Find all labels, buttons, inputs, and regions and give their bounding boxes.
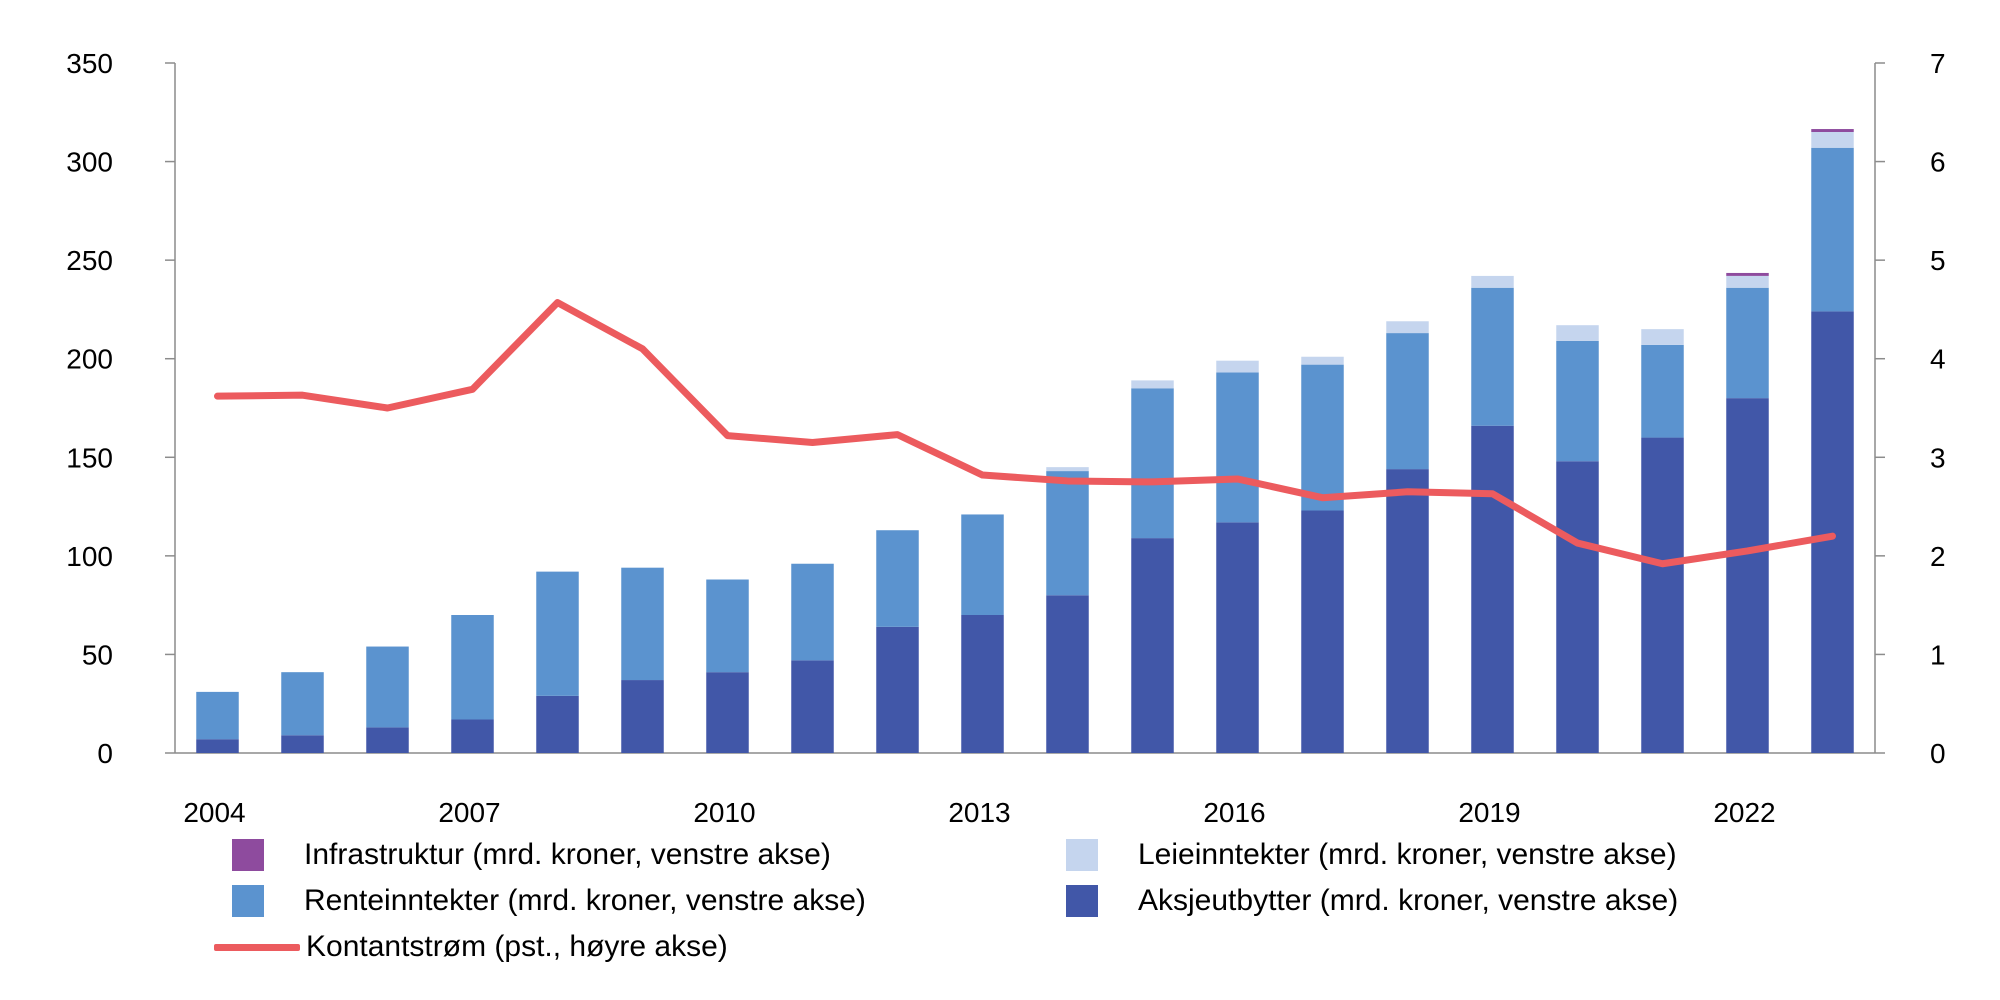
bar-aksjeutbytter-2006 [366,727,409,753]
x-tick-label: 2013 [948,797,1010,828]
bar-aksjeutbytter-2021 [1641,437,1684,753]
bar-renteinntekter-2019 [1471,287,1514,426]
bar-renteinntekter-2014 [1046,471,1089,596]
bar-aksjeutbytter-2011 [791,660,834,753]
bar-renteinntekter-2016 [1216,372,1259,523]
bar-aksjeutbytter-2004 [196,739,239,753]
bar-leieinntekter-2021 [1641,329,1684,345]
x-tick-label: 2004 [183,797,245,828]
bar-aksjeutbytter-2020 [1556,461,1599,753]
y-right-tick-label: 1 [1930,639,1946,670]
y-right-tick-label: 0 [1930,738,1946,769]
x-tick-label: 2022 [1713,797,1775,828]
bar-renteinntekter-2018 [1386,333,1429,470]
bar-renteinntekter-2005 [281,672,324,736]
bar-aksjeutbytter-2016 [1216,522,1259,753]
bar-aksjeutbytter-2013 [961,615,1004,753]
y-left-tick-label: 250 [66,245,113,276]
bar-leieinntekter-2015 [1131,380,1174,389]
bar-renteinntekter-2017 [1301,364,1344,511]
bar-renteinntekter-2008 [536,571,579,696]
bar-renteinntekter-2023 [1811,147,1854,312]
bar-renteinntekter-2012 [876,530,919,627]
x-tick-label: 2019 [1458,797,1520,828]
bar-renteinntekter-2015 [1131,388,1174,539]
line-kontantstrom [214,299,1836,568]
y-left-tick-label: 100 [66,541,113,572]
bar-infrastruktur-2022 [1726,272,1769,276]
bar-renteinntekter-2021 [1641,344,1684,438]
bar-aksjeutbytter-2008 [536,695,579,753]
bar-aksjeutbytter-2018 [1386,469,1429,753]
bar-aksjeutbytter-2022 [1726,398,1769,753]
bar-renteinntekter-2013 [961,514,1004,615]
y-left-tick-label: 350 [66,48,113,79]
bar-aksjeutbytter-2007 [451,719,494,753]
bar-infrastruktur-2023 [1811,129,1854,132]
bar-leieinntekter-2020 [1556,325,1599,341]
bar-aksjeutbytter-2019 [1471,425,1514,753]
y-right-tick-label: 5 [1930,245,1946,276]
bar-aksjeutbytter-2015 [1131,538,1174,753]
y-left-tick-label: 200 [66,344,113,375]
y-right-tick-label: 3 [1930,442,1946,473]
bar-leieinntekter-2016 [1216,360,1259,373]
x-tick-label: 2016 [1203,797,1265,828]
bar-leieinntekter-2014 [1046,467,1089,472]
bar-aksjeutbytter-2023 [1811,311,1854,753]
bar-leieinntekter-2018 [1386,321,1429,334]
y-right-tick-label: 7 [1930,48,1946,79]
bar-aksjeutbytter-2014 [1046,595,1089,753]
bar-leieinntekter-2023 [1811,132,1854,148]
bar-aksjeutbytter-2005 [281,735,324,753]
x-tick-label: 2010 [693,797,755,828]
bar-leieinntekter-2019 [1471,275,1514,288]
bar-leieinntekter-2017 [1301,356,1344,365]
bar-renteinntekter-2010 [706,579,749,673]
y-left-tick-label: 300 [66,147,113,178]
bar-aksjeutbytter-2010 [706,672,749,753]
bar-aksjeutbytter-2012 [876,626,919,753]
y-left-tick-label: 0 [97,738,113,769]
x-tick-label: 2007 [438,797,500,828]
bar-aksjeutbytter-2009 [621,680,664,753]
y-left-tick-label: 50 [82,639,113,670]
bar-renteinntekter-2022 [1726,287,1769,399]
bar-renteinntekter-2006 [366,646,409,728]
y-right-tick-label: 6 [1930,147,1946,178]
y-right-tick-label: 4 [1930,344,1946,375]
bar-renteinntekter-2004 [196,691,239,740]
y-left-tick-label: 150 [66,442,113,473]
bar-leieinntekter-2022 [1726,275,1769,288]
y-right-tick-label: 2 [1930,541,1946,572]
bar-aksjeutbytter-2017 [1301,510,1344,753]
bar-renteinntekter-2020 [1556,340,1599,462]
bar-renteinntekter-2011 [791,563,834,661]
bar-renteinntekter-2009 [621,567,664,681]
bar-renteinntekter-2007 [451,615,494,720]
